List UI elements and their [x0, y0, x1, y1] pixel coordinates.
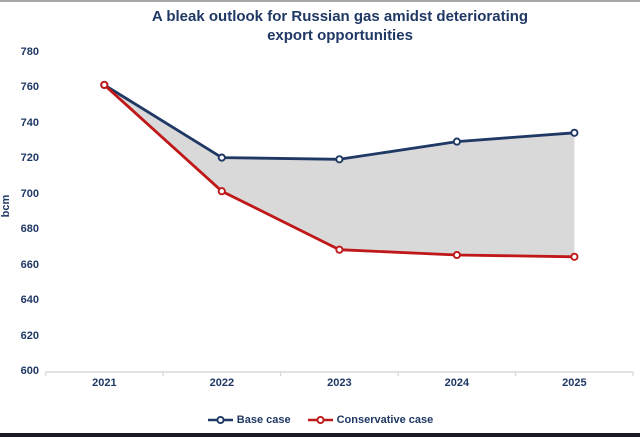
bottom-border-line: [0, 433, 640, 437]
data-point-marker: [452, 137, 461, 146]
legend-item: Conservative case: [307, 414, 434, 426]
data-point-marker: [452, 250, 461, 260]
legend-line-marker-icon: [207, 415, 233, 425]
top-border-line: [0, 0, 640, 2]
x-tick-label: 2024: [444, 377, 470, 389]
y-tick-label: 600: [20, 365, 39, 377]
data-point-marker: [335, 155, 344, 164]
legend-label: Conservative case: [336, 414, 434, 426]
y-tick-label: 700: [20, 187, 39, 200]
chart-legend: Base case Conservative case: [0, 411, 640, 429]
chart-title: A bleak outlook for Russian gas amidst d…: [45, 7, 635, 45]
chart-title-line-2: export opportunities: [267, 27, 413, 44]
x-tick-label: 2022: [209, 377, 235, 389]
y-tick-label: 660: [20, 258, 39, 271]
chart-title-line-1: A bleak outlook for Russian gas amidst d…: [151, 8, 529, 25]
legend-line-marker-icon: [307, 415, 333, 425]
data-point-marker: [217, 153, 226, 162]
y-tick-label: 720: [20, 152, 39, 165]
data-point-marker: [100, 80, 109, 89]
legend-item: Base case: [207, 414, 291, 426]
x-tick-label: 2025: [562, 377, 587, 389]
data-point-marker: [335, 245, 344, 254]
x-tick-label: 2023: [327, 377, 352, 389]
data-point-marker: [570, 128, 579, 137]
y-tick-label: 740: [20, 116, 39, 129]
y-tick-label: 760: [20, 81, 39, 94]
data-point-marker: [570, 252, 579, 261]
y-tick-label: 780: [20, 46, 39, 58]
legend-label: Base case: [236, 414, 291, 426]
data-point-marker: [217, 187, 226, 196]
y-tick-label: 620: [20, 329, 39, 342]
fill-between-area: [104, 84, 575, 257]
y-tick-label: 680: [20, 223, 39, 236]
x-tick-label: 2021: [92, 377, 117, 389]
y-tick-label: 640: [20, 294, 39, 307]
